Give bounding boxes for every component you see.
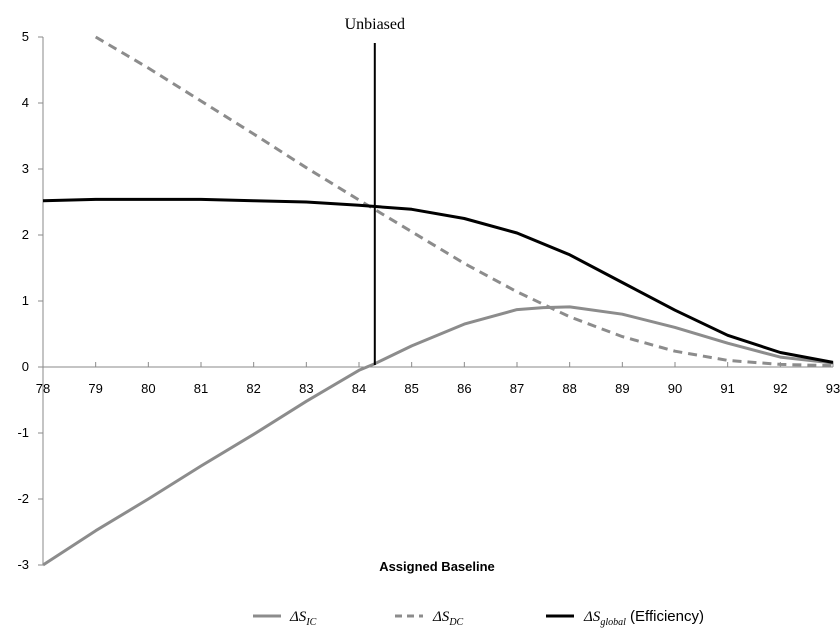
- x-tick-label: 92: [773, 381, 787, 396]
- legend-label-ic: ΔSIC: [289, 609, 317, 628]
- y-tick-label: 4: [22, 95, 29, 110]
- series-line-dc: [94, 35, 834, 368]
- x-tick-label: 85: [404, 381, 418, 396]
- x-tick-label: 84: [352, 381, 366, 396]
- x-tick-label: 81: [194, 381, 208, 396]
- y-tick-label: 0: [22, 359, 29, 374]
- unbiased-label: Unbiased: [345, 16, 405, 33]
- y-tick-label: 1: [22, 293, 29, 308]
- plot-area: -3 -2 -1 0 1 2 3 4 5 78 79 80 81 82 83 84 85 86 87 88 89 90 91…: [17, 16, 840, 572]
- y-tick-label: -3: [17, 557, 29, 572]
- x-tick-label: 78: [36, 381, 50, 396]
- x-axis-title: Assigned Baseline: [379, 559, 495, 574]
- x-tick-label: 90: [668, 381, 682, 396]
- legend-label-dc: ΔSDC: [432, 609, 464, 628]
- y-tick-label: 3: [22, 161, 29, 176]
- series-line-global: [42, 197, 834, 364]
- x-tick-label: 79: [88, 381, 102, 396]
- x-tick-label: 89: [615, 381, 629, 396]
- series-line-ic: [42, 305, 834, 567]
- x-tick-label: 83: [299, 381, 313, 396]
- y-tick-label: 2: [22, 227, 29, 242]
- x-tick-label: 93: [826, 381, 840, 396]
- x-tick-label: 80: [141, 381, 155, 396]
- y-tick-label: 5: [22, 29, 29, 44]
- x-tick-label: 86: [457, 381, 471, 396]
- x-tick-label: 91: [720, 381, 734, 396]
- y-tick-label: -2: [17, 491, 29, 506]
- legend-label-global: ΔSglobal (Efficiency): [583, 608, 704, 628]
- x-tick-label: 82: [246, 381, 260, 396]
- y-tick-label: -1: [17, 425, 29, 440]
- x-tick-label: 88: [562, 381, 576, 396]
- x-tick-label: 87: [510, 381, 524, 396]
- legend: ΔSIC ΔSDC ΔSglobal (Efficiency): [253, 608, 704, 628]
